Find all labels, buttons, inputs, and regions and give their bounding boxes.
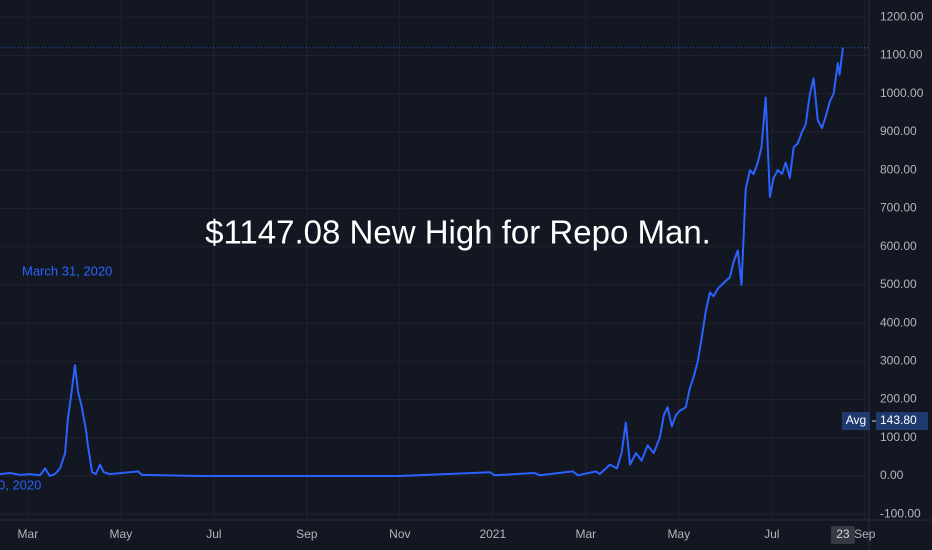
annotation: March 31, 2020: [22, 263, 112, 278]
avg-value-badge: [876, 412, 928, 431]
y-tick-label: -100.00: [880, 506, 921, 520]
x-tick-label: Jul: [764, 527, 779, 541]
y-tick-label: 1100.00: [880, 48, 923, 62]
annotation: 0, 2020: [0, 477, 41, 492]
x-tick-label: Mar: [575, 527, 596, 541]
avg-label: Avg: [846, 413, 866, 427]
chart-title: $1147.08 New High for Repo Man.: [205, 214, 711, 251]
y-tick-label: 800.00: [880, 162, 917, 176]
x-tick-label: Nov: [389, 527, 410, 541]
y-tick-label: 0.00: [880, 468, 904, 482]
x-tick-label: May: [667, 527, 690, 541]
x-tick-label: Jul: [206, 527, 221, 541]
y-tick-label: 1200.00: [880, 9, 924, 23]
avg-value-label: 143.80: [880, 413, 917, 427]
y-tick-label: 900.00: [880, 124, 917, 138]
date-badge: 23: [836, 527, 850, 541]
grid: [0, 0, 868, 520]
y-tick-label: 500.00: [880, 277, 917, 291]
y-tick-label: 700.00: [880, 201, 917, 215]
overlay: 23 Avg 143.80: [830, 412, 928, 544]
x-tick-label: Sep: [296, 527, 318, 541]
y-tick-label: 1000.00: [880, 86, 924, 100]
x-tick-label: Sep: [854, 527, 876, 541]
price-line: [0, 47, 844, 477]
plot: [0, 47, 868, 477]
x-tick-label: May: [110, 527, 133, 541]
y-tick-label: 600.00: [880, 239, 917, 253]
y-tick-label: 400.00: [880, 315, 917, 329]
y-tick-label: 100.00: [880, 430, 917, 444]
x-tick-label: 2021: [479, 527, 506, 541]
avg-badge: [842, 412, 870, 431]
x-tick-label: Mar: [18, 527, 39, 541]
y-tick-label: 200.00: [880, 392, 917, 406]
y-tick-label: 300.00: [880, 353, 917, 367]
date-badge-bg: [830, 526, 855, 544]
